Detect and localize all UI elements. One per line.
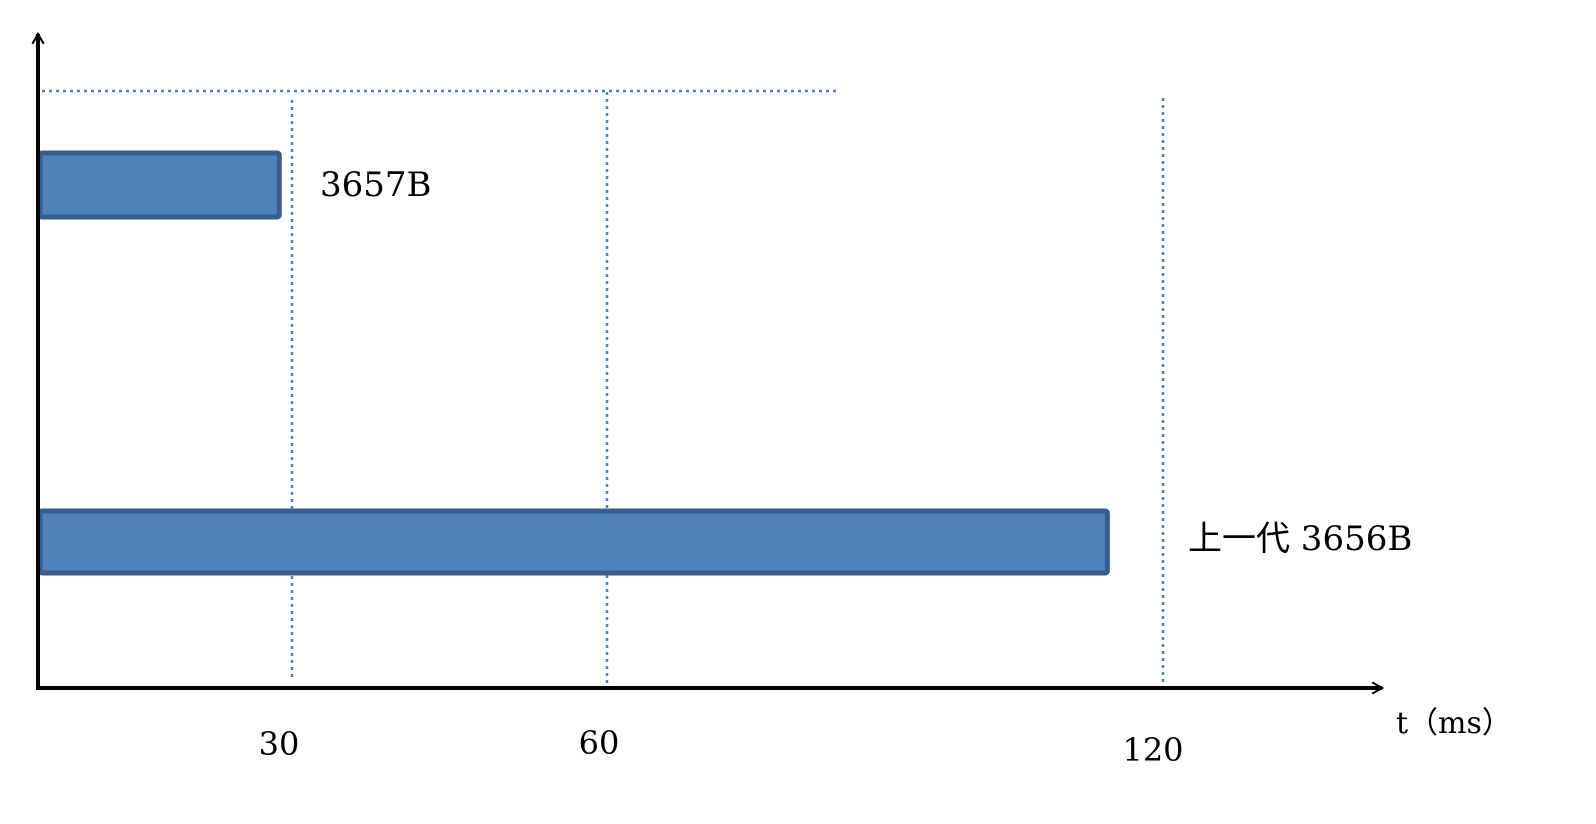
tick-label-60: 60 bbox=[579, 724, 620, 762]
grid bbox=[42, 89, 1165, 692]
bar-1 bbox=[37, 150, 282, 220]
tick-label-120: 120 bbox=[1122, 731, 1183, 769]
x-axis-label: t（ms） bbox=[1396, 706, 1512, 741]
bars: 3657B 上一代 3656B bbox=[37, 150, 1412, 576]
bar-label-1: 3657B bbox=[320, 165, 432, 205]
bar-2 bbox=[37, 508, 1110, 576]
tick-label-30: 30 bbox=[259, 725, 300, 763]
tick-labels: 30 60 120 bbox=[259, 724, 1184, 769]
bar-label-2: 上一代 3656B bbox=[1188, 519, 1412, 559]
